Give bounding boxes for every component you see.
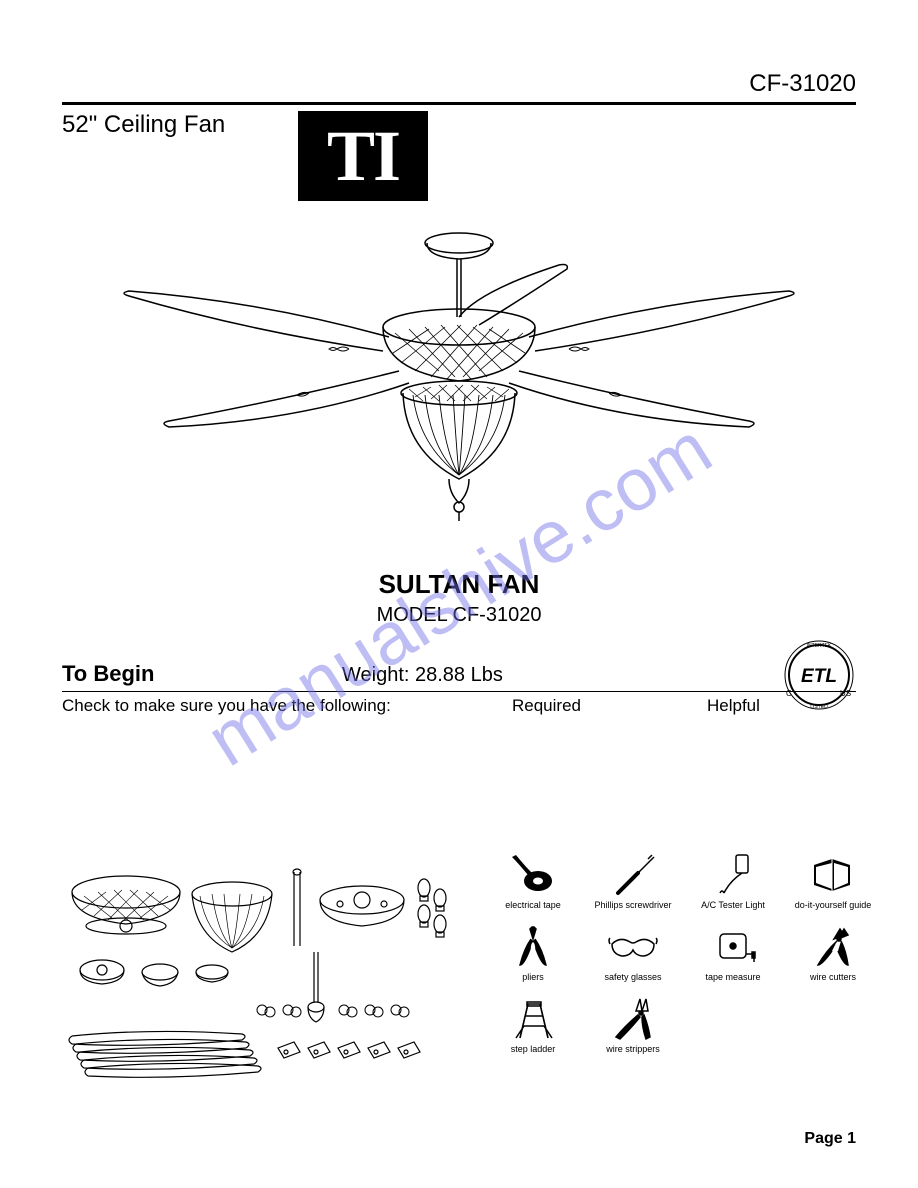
to-begin-heading: To Begin	[62, 661, 342, 687]
tool-ac-tester: A/C Tester Light	[690, 852, 776, 910]
tool-wire-strippers: wire strippers	[590, 996, 676, 1054]
book-icon	[808, 852, 858, 898]
tool-wire-cutters: wire cutters	[790, 924, 876, 982]
page-number: Page 1	[804, 1130, 856, 1148]
tool-label: Phillips screwdriver	[594, 900, 671, 910]
tool-tape-measure: tape measure	[690, 924, 776, 982]
tool-electrical-tape: electrical tape	[490, 852, 576, 910]
screwdriver-icon	[608, 852, 658, 898]
model-line: MODEL CF-31020	[62, 604, 856, 627]
etl-certification-badge: ETL INTERTEK LISTED C US	[782, 638, 856, 712]
tool-label: safety glasses	[604, 972, 661, 982]
brand-logo: TI	[298, 111, 428, 201]
model-code-header: CF-31020	[62, 70, 856, 102]
svg-text:ETL: ETL	[801, 666, 837, 687]
weight-text: Weight: 28.88 Lbs	[342, 664, 503, 687]
product-subtitle: 52" Ceiling Fan	[62, 111, 292, 139]
wire-cutters-icon	[808, 924, 858, 970]
safety-glasses-icon	[608, 924, 658, 970]
product-name: SULTAN FAN	[62, 569, 856, 600]
tool-label: electrical tape	[505, 900, 561, 910]
svg-text:INTERTEK: INTERTEK	[807, 643, 832, 649]
tool-diy-guide: do-it-yourself guide	[790, 852, 876, 910]
tester-light-icon	[708, 852, 758, 898]
tool-label: A/C Tester Light	[701, 900, 765, 910]
pliers-icon	[508, 924, 558, 970]
svg-text:C: C	[786, 689, 792, 698]
tool-label: tape measure	[705, 972, 760, 982]
rule-mid	[62, 691, 856, 692]
tape-measure-icon	[708, 924, 758, 970]
check-text: Check to make sure you have the followin…	[62, 696, 512, 716]
tool-safety-glasses: safety glasses	[590, 924, 676, 982]
svg-text:US: US	[840, 689, 851, 698]
fan-illustration	[99, 221, 819, 551]
tool-step-ladder: step ladder	[490, 996, 576, 1054]
step-ladder-icon	[508, 996, 558, 1042]
tools-grid: electrical tape Phillips screwdriver A/C…	[490, 852, 890, 1068]
parts-illustration	[62, 852, 462, 1092]
tool-label: pliers	[522, 972, 544, 982]
brand-logo-text: TI	[327, 115, 399, 198]
electrical-tape-icon	[508, 852, 558, 898]
tool-pliers: pliers	[490, 924, 576, 982]
tool-phillips-screwdriver: Phillips screwdriver	[590, 852, 676, 910]
svg-text:LISTED: LISTED	[810, 704, 828, 710]
tool-label: do-it-yourself guide	[795, 900, 872, 910]
required-label: Required	[512, 696, 707, 716]
tool-label: step ladder	[511, 1044, 556, 1054]
wire-strippers-icon	[608, 996, 658, 1042]
helpful-label: Helpful	[707, 696, 760, 716]
tool-label: wire cutters	[810, 972, 856, 982]
rule-top	[62, 102, 856, 105]
tool-label: wire strippers	[606, 1044, 660, 1054]
